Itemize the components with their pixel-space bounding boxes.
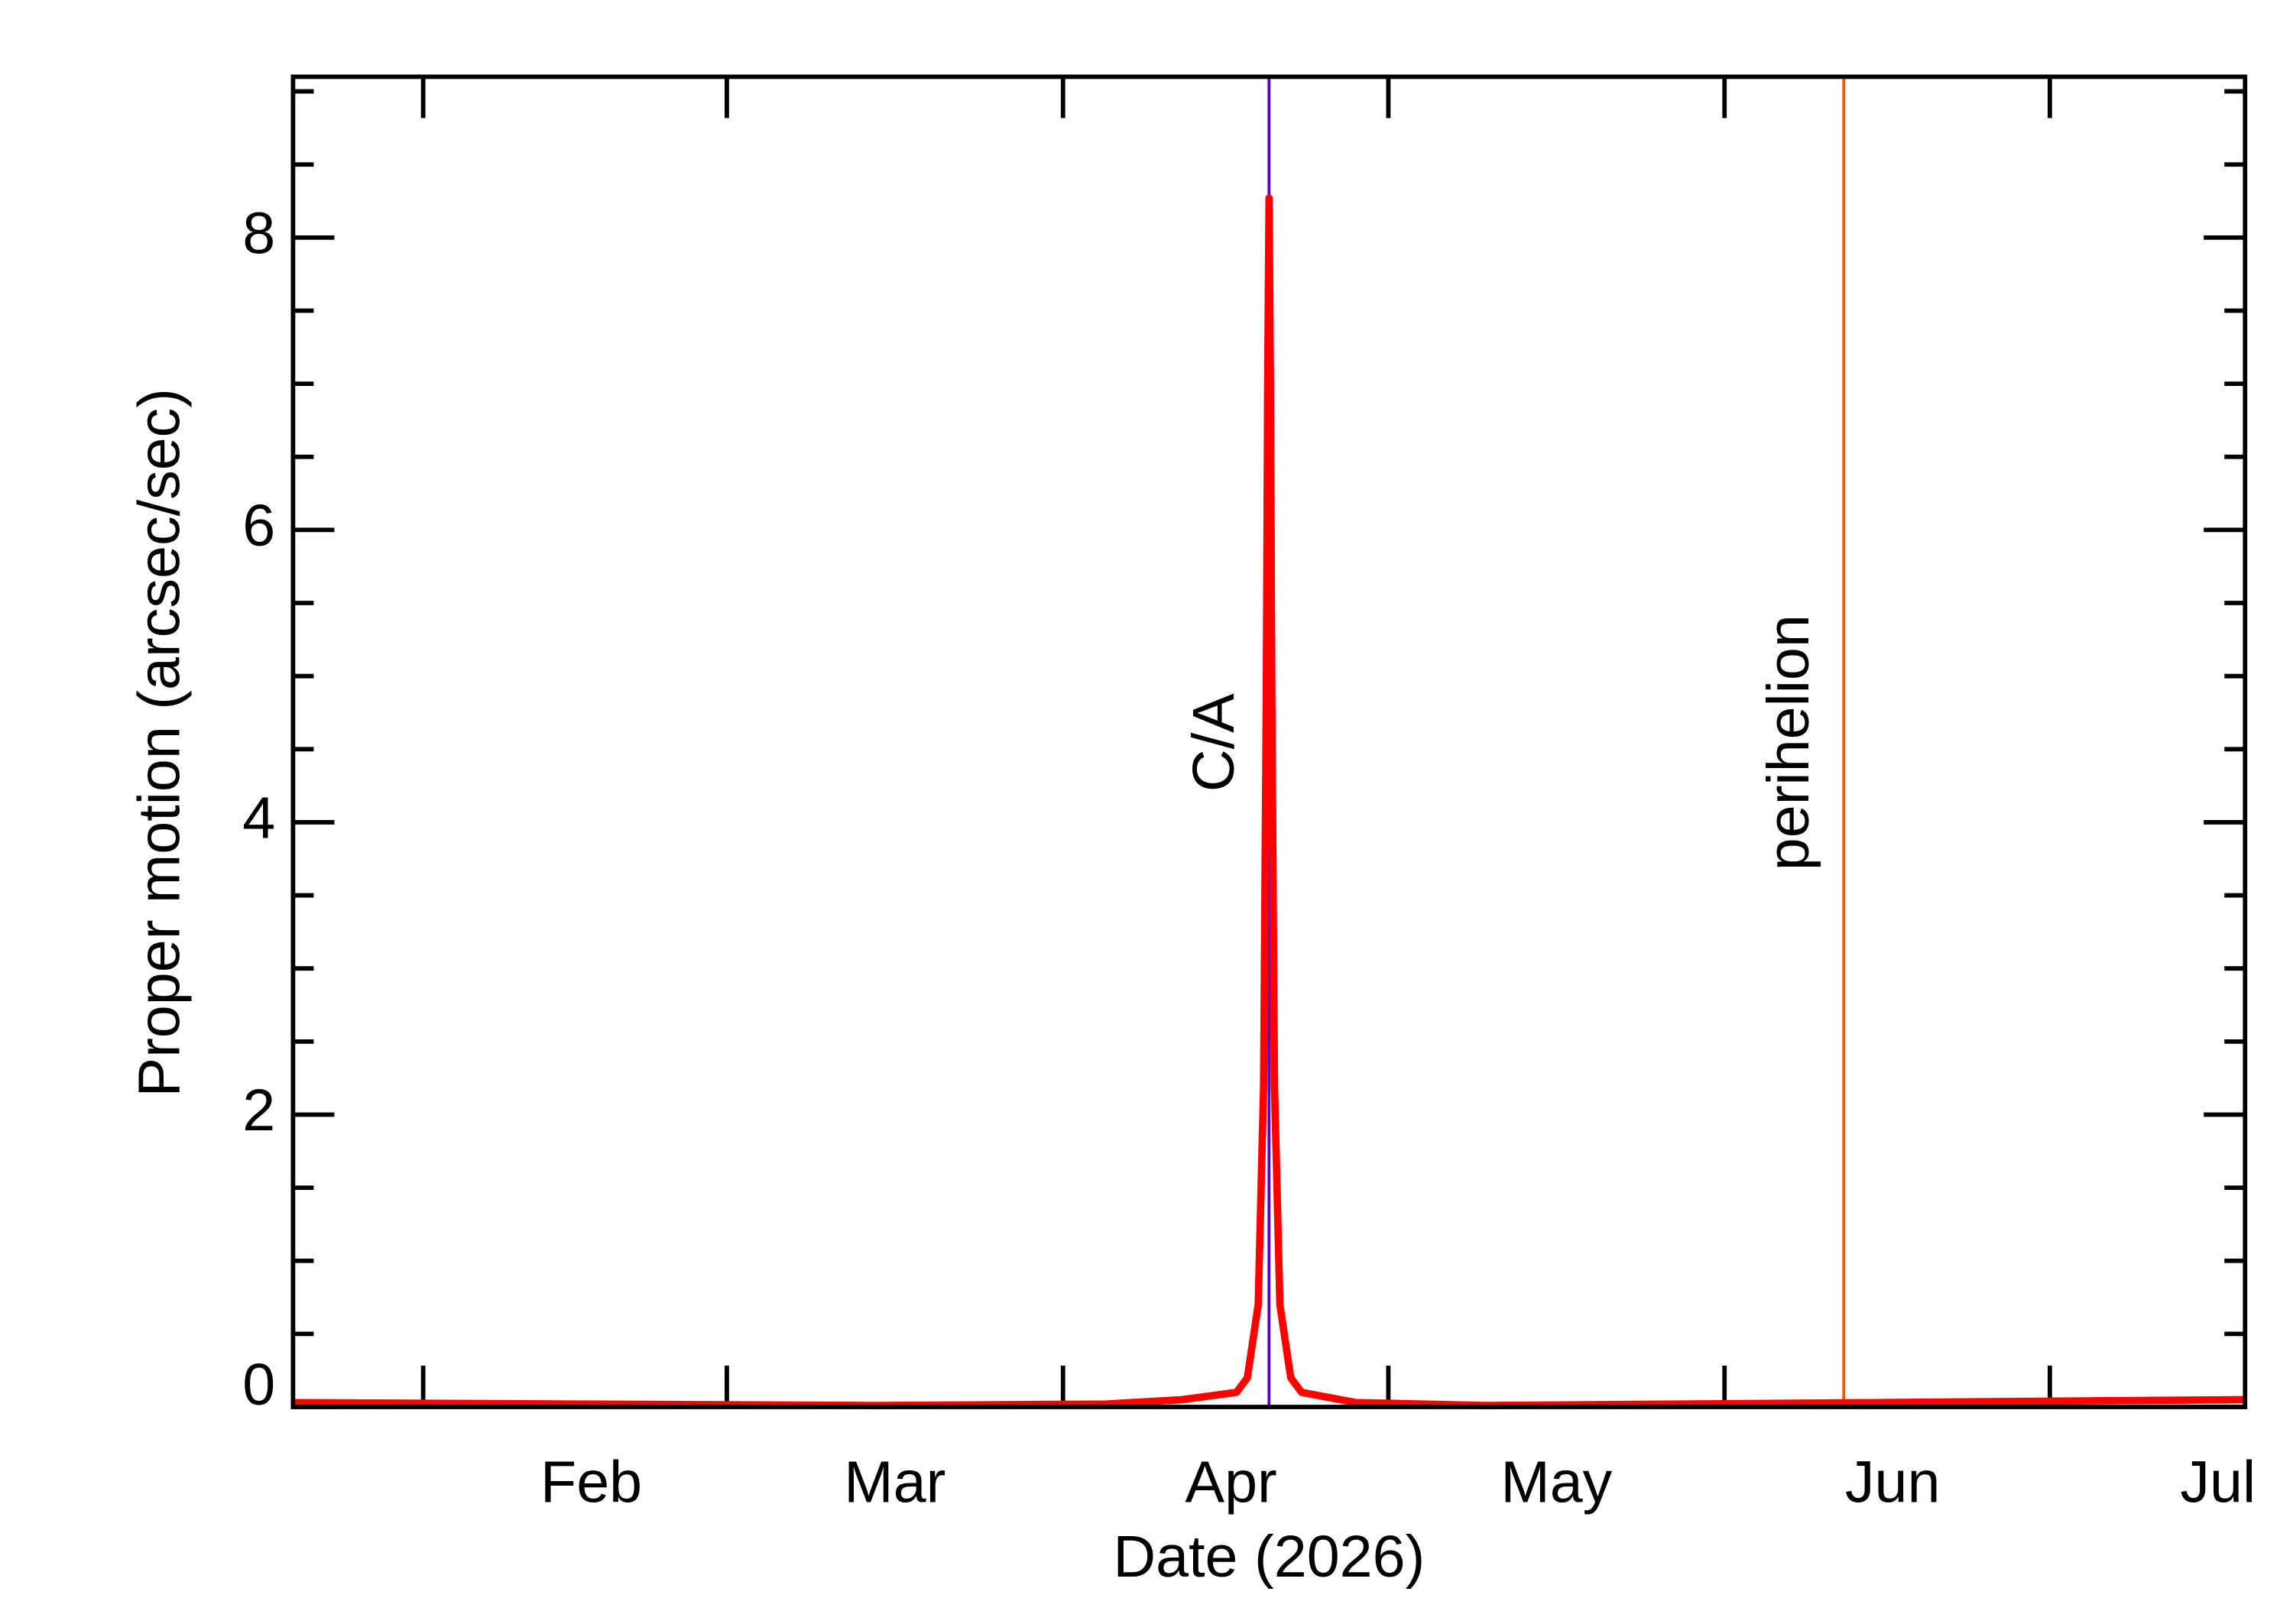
- y-axis-label: Proper motion (arcsec/sec): [127, 388, 193, 1097]
- annotation-label: perihelion: [1756, 614, 1821, 870]
- x-tick-label: Apr: [1185, 1450, 1277, 1515]
- x-axis-label: Date (2026): [1113, 1524, 1425, 1590]
- plot-frame: [290, 74, 2248, 1409]
- x-tick-label: Jul: [2180, 1450, 2256, 1515]
- x-tick-label: May: [1500, 1450, 1612, 1515]
- annotation-label: C/A: [1181, 693, 1247, 792]
- y-tick-label: 2: [242, 1078, 275, 1143]
- x-tick-label: Feb: [540, 1450, 642, 1515]
- y-tick-label: 0: [242, 1352, 275, 1418]
- x-tick-label: Jun: [1845, 1450, 1941, 1515]
- data-line: [293, 194, 2246, 1409]
- y-tick-label: 4: [242, 785, 275, 851]
- x-tick-label: Mar: [844, 1450, 945, 1515]
- y-tick-label: 6: [242, 493, 275, 559]
- y-tick-label: 8: [242, 200, 275, 266]
